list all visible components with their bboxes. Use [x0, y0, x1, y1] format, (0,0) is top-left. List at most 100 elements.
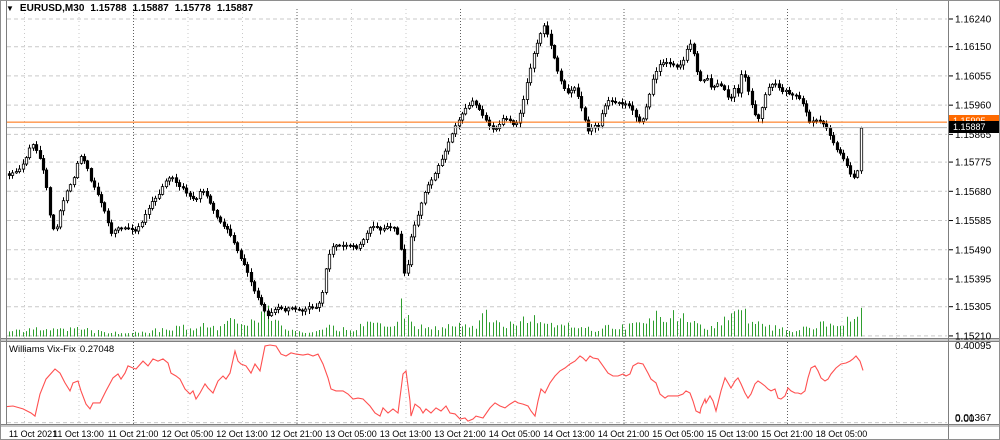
candle-bear	[818, 119, 823, 122]
candle-bull	[327, 253, 332, 270]
candle-bear	[671, 63, 676, 66]
candle-bull	[525, 82, 530, 100]
candle-bear	[126, 227, 131, 230]
candle-bull	[501, 118, 506, 125]
candle-bull	[72, 177, 77, 186]
candle-bear	[378, 227, 383, 231]
candle-bull	[269, 312, 274, 317]
candle-bear	[841, 152, 846, 160]
candle-bull	[647, 93, 652, 108]
candle-bull	[147, 207, 152, 215]
candle-bull	[429, 179, 434, 186]
candle-bear	[586, 119, 591, 132]
candle-bull	[589, 127, 594, 132]
candle-bear	[181, 186, 186, 189]
candle-bear	[719, 83, 724, 87]
one-click-trading-dropdown-icon[interactable]: ▼	[6, 3, 14, 13]
candle-bear	[675, 64, 680, 68]
candle-bull	[773, 83, 778, 86]
candle-bear	[838, 149, 843, 154]
candle-bear	[807, 111, 812, 123]
candle-bear	[596, 124, 601, 127]
candle-bear	[82, 156, 87, 162]
candle-bull	[201, 190, 206, 193]
candle-bear	[351, 245, 356, 248]
candle-bull	[286, 307, 291, 312]
price-axis-label: 1.16240	[955, 15, 992, 26]
candle-bear	[402, 248, 407, 274]
candle-bull	[651, 78, 656, 95]
candle-bull	[416, 214, 421, 226]
time-axis-label: 11 Oct 2021	[9, 429, 57, 439]
candle-bull	[160, 186, 165, 195]
candle-bear	[102, 202, 107, 212]
candle-bear	[399, 233, 404, 250]
candle-bear	[41, 158, 46, 171]
candle-bear	[106, 210, 111, 224]
candle-bull	[436, 165, 441, 174]
candle-bull	[79, 156, 84, 164]
candle-bull	[532, 53, 537, 69]
candle-bear	[348, 244, 353, 247]
candle-bull	[739, 74, 744, 94]
candle-bear	[38, 150, 43, 159]
candle-bull	[75, 162, 80, 179]
price-axis-label: 1.15775	[955, 158, 992, 169]
candle-bull	[457, 119, 462, 127]
candle-bull	[365, 232, 370, 241]
candle-bear	[777, 83, 782, 89]
time-axis-label: 14 Oct 13:00	[543, 429, 595, 439]
candle-bull	[450, 133, 455, 143]
candle-bear	[119, 227, 124, 230]
candle-bull	[361, 239, 366, 245]
candle-bull	[688, 43, 693, 50]
candle-bear	[85, 160, 90, 169]
candle-bear	[188, 192, 193, 197]
candle-bear	[552, 44, 557, 59]
candle-bear	[559, 70, 564, 82]
candle-bull	[371, 226, 376, 229]
candle-bear	[44, 169, 49, 188]
candle-bull	[412, 224, 417, 238]
candle-bear	[228, 228, 233, 236]
candle-bear	[709, 78, 714, 88]
panel-separator	[1, 338, 999, 342]
candle-bear	[790, 93, 795, 96]
candle-bull	[68, 184, 73, 192]
candle-bear	[395, 227, 400, 235]
volume-bars	[9, 298, 862, 337]
candle-bear	[252, 281, 257, 292]
candle-bull	[644, 106, 649, 120]
candle-bull	[855, 170, 860, 178]
axis-separator	[1, 424, 999, 427]
candle-bull	[514, 122, 519, 125]
price-axis-label: 1.15865	[955, 130, 992, 141]
candle-bull	[113, 229, 118, 234]
ohlc-open-value: 1.15788	[90, 3, 127, 14]
candle-bull	[153, 197, 158, 202]
candle-bear	[174, 177, 179, 183]
candle-bear	[205, 190, 210, 197]
indicator-max-label: 0.40095	[955, 341, 992, 352]
candle-bear	[576, 87, 581, 97]
candle-bull	[307, 306, 312, 310]
candle-bear	[133, 229, 138, 232]
candle-bull	[14, 171, 19, 174]
candle-bull	[859, 127, 864, 172]
candle-bear	[555, 57, 560, 72]
candle-bear	[620, 102, 625, 105]
candle-bear	[504, 118, 509, 120]
candle-bear	[487, 119, 492, 127]
price-axis-label: 1.15680	[955, 187, 992, 198]
candle-bull	[419, 202, 424, 216]
candle-bull	[732, 88, 737, 98]
price-axis-label: 1.15960	[955, 101, 992, 112]
candle-bear	[743, 74, 748, 78]
candle-bear	[354, 245, 359, 249]
candle-bull	[273, 309, 278, 314]
candle-bull	[467, 104, 472, 109]
candle-bull	[518, 112, 523, 124]
indicator-value: 0.27048	[79, 344, 115, 355]
candle-bear	[787, 89, 792, 95]
candle-bear	[89, 168, 94, 182]
